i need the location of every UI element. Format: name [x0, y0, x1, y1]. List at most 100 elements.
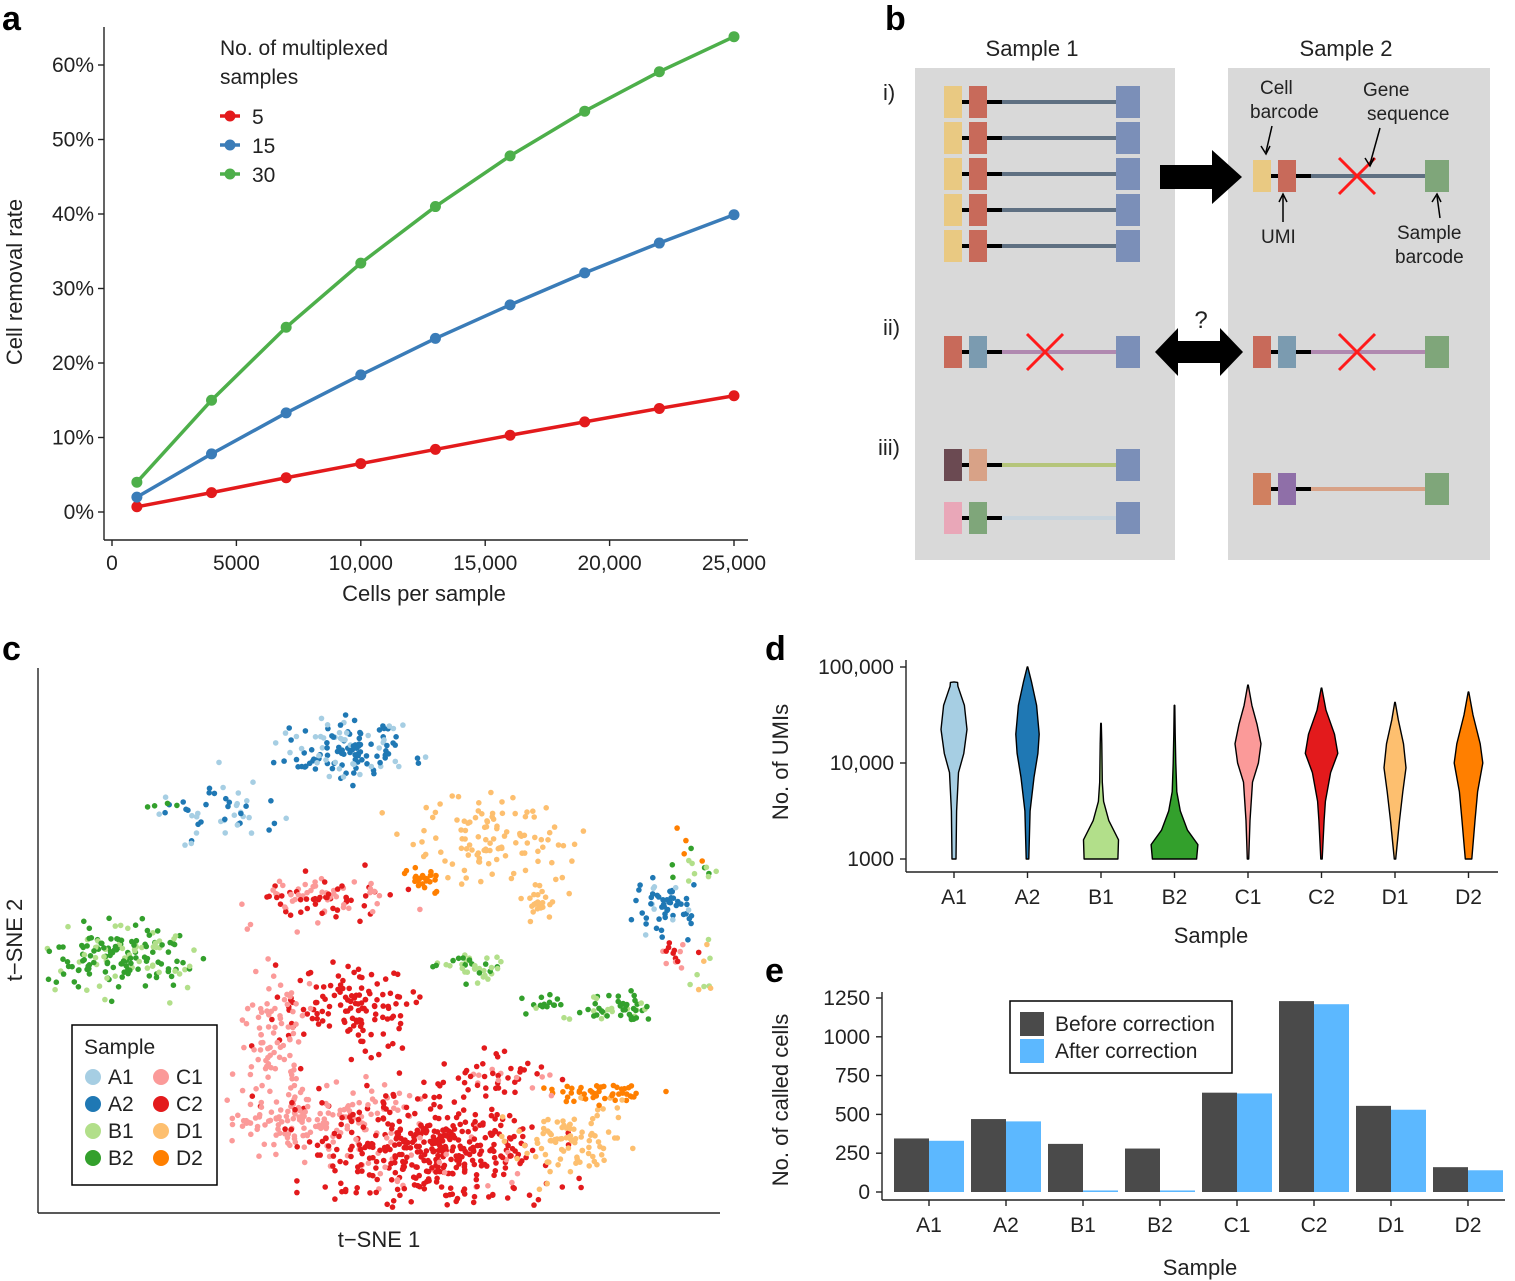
tsne-point-D1 [588, 1120, 594, 1127]
tsne-point-B2 [144, 927, 151, 934]
tsne-point-C2 [396, 1151, 403, 1158]
tsne-point-C2 [357, 918, 363, 925]
tsne-point-B1 [687, 981, 693, 988]
tsne-point-B1 [481, 967, 487, 974]
tsne-point-A1 [156, 811, 162, 817]
tsne-point-C2 [407, 1145, 414, 1151]
tsne-point-C1 [267, 1044, 273, 1051]
tsne-point-C2 [436, 1093, 443, 1100]
tsne-point-B1 [593, 995, 600, 1002]
tsne-point-D1 [546, 914, 553, 920]
tsne-point-D2 [609, 1092, 615, 1099]
tsne-point-C2 [429, 1165, 435, 1171]
tsne-point-D1 [545, 1116, 551, 1123]
tsne-point-A2 [688, 920, 694, 927]
tsne-point-C2 [471, 1193, 478, 1200]
tsne-point-D2 [582, 1096, 589, 1102]
sample-barcode-block [1116, 449, 1140, 481]
tsne-point-C1 [270, 887, 276, 893]
tsne-point-C2 [455, 1075, 462, 1081]
tsne-point-C1 [247, 1071, 254, 1078]
tsne-point-C1 [259, 1082, 265, 1089]
tsne-point-C1 [529, 1085, 536, 1091]
tsne-point-D1 [542, 1151, 549, 1158]
tsne-point-B2 [519, 995, 525, 1002]
sample-barcode-block [1116, 336, 1140, 368]
tsne-point-B2 [129, 938, 135, 945]
tsne-point-D1 [532, 834, 538, 841]
tsne-point-C2 [358, 1038, 364, 1045]
tsne-point-A2 [643, 915, 650, 921]
tsne-point-C2 [310, 896, 317, 903]
tsne-point-C2 [421, 1186, 428, 1192]
tsne-point-D1 [522, 813, 529, 820]
tsne-point-D1 [549, 859, 555, 866]
tsne-point-A2 [376, 727, 383, 733]
tsne-point-D1 [531, 814, 537, 820]
sample-barcode-block [1116, 158, 1140, 190]
tsne-point-B2 [128, 960, 134, 967]
tsne-point-C1 [281, 1056, 288, 1063]
tsne-point-D1 [553, 876, 559, 883]
tsne-point-C1 [257, 1005, 264, 1012]
a-y-tick-label: 40% [52, 203, 94, 226]
tsne-point-C2 [396, 994, 403, 1000]
tsne-point-D1 [478, 878, 484, 885]
tsne-point-D1 [574, 1156, 580, 1162]
tsne-point-C2 [472, 1111, 479, 1118]
tsne-point-D2 [432, 877, 438, 883]
tsne-point-C1 [257, 1047, 264, 1053]
tsne-point-C1 [304, 1103, 311, 1110]
tsne-point-A2 [639, 910, 645, 916]
tsne-point-D2 [576, 1088, 583, 1094]
tsne-point-C1 [229, 1115, 236, 1122]
bar-before-B2 [1125, 1148, 1160, 1192]
tsne-point-C2 [269, 1016, 275, 1023]
tsne-point-C2 [354, 1185, 361, 1191]
tsne-point-A2 [351, 770, 357, 776]
tsne-point-C2 [473, 1176, 480, 1183]
tsne-point-C2 [384, 1201, 391, 1208]
tsne-point-A2 [198, 819, 204, 825]
tsne-point-C1 [284, 1001, 291, 1008]
tsne-point-B2 [102, 969, 109, 975]
tsne-point-C2 [500, 1171, 507, 1178]
tsne-point-C2 [466, 1139, 473, 1145]
tsne-point-A1 [336, 729, 343, 736]
umi-label: UMI [1261, 227, 1296, 248]
tsne-point-C2 [339, 1114, 345, 1121]
tsne-point-A2 [206, 785, 213, 792]
tsne-point-C2 [348, 897, 354, 904]
tsne-point-C2 [441, 1061, 448, 1067]
tsne-point-D2 [413, 873, 419, 880]
e-x-tick-label: C2 [1301, 1214, 1328, 1237]
tsne-point-C2 [450, 1123, 456, 1129]
tsne-point-A2 [685, 937, 691, 943]
tsne-point-B2 [617, 1003, 624, 1009]
tsne-point-C1 [678, 965, 685, 971]
a-point-30 [653, 66, 665, 78]
tsne-point-C2 [314, 999, 320, 1006]
tsne-point-B2 [482, 961, 489, 967]
tsne-point-B1 [472, 962, 478, 969]
e-legend-label-1: After correction [1055, 1040, 1197, 1063]
tsne-point-A2 [203, 801, 209, 808]
tsne-point-A2 [350, 743, 357, 749]
tsne-point-D1 [592, 1133, 598, 1139]
tsne-point-A2 [656, 916, 662, 922]
tsne-point-D1 [463, 875, 470, 881]
tsne-point-C2 [439, 1138, 446, 1144]
tsne-point-C2 [313, 984, 320, 990]
tsne-point-C2 [501, 1048, 508, 1055]
tsne-point-C2 [526, 1192, 533, 1198]
cell-barcode-block [944, 449, 962, 481]
tsne-point-C1 [495, 1077, 502, 1084]
molecule [944, 194, 1140, 226]
tsne-point-B2 [85, 963, 91, 969]
tsne-point-D2 [610, 1082, 617, 1089]
tsne-point-D1 [394, 831, 400, 837]
tsne-point-D1 [586, 1137, 593, 1144]
tsne-point-D2 [428, 868, 434, 875]
tsne-point-C2 [400, 1158, 406, 1165]
sample1-title: Sample 1 [986, 36, 1079, 61]
